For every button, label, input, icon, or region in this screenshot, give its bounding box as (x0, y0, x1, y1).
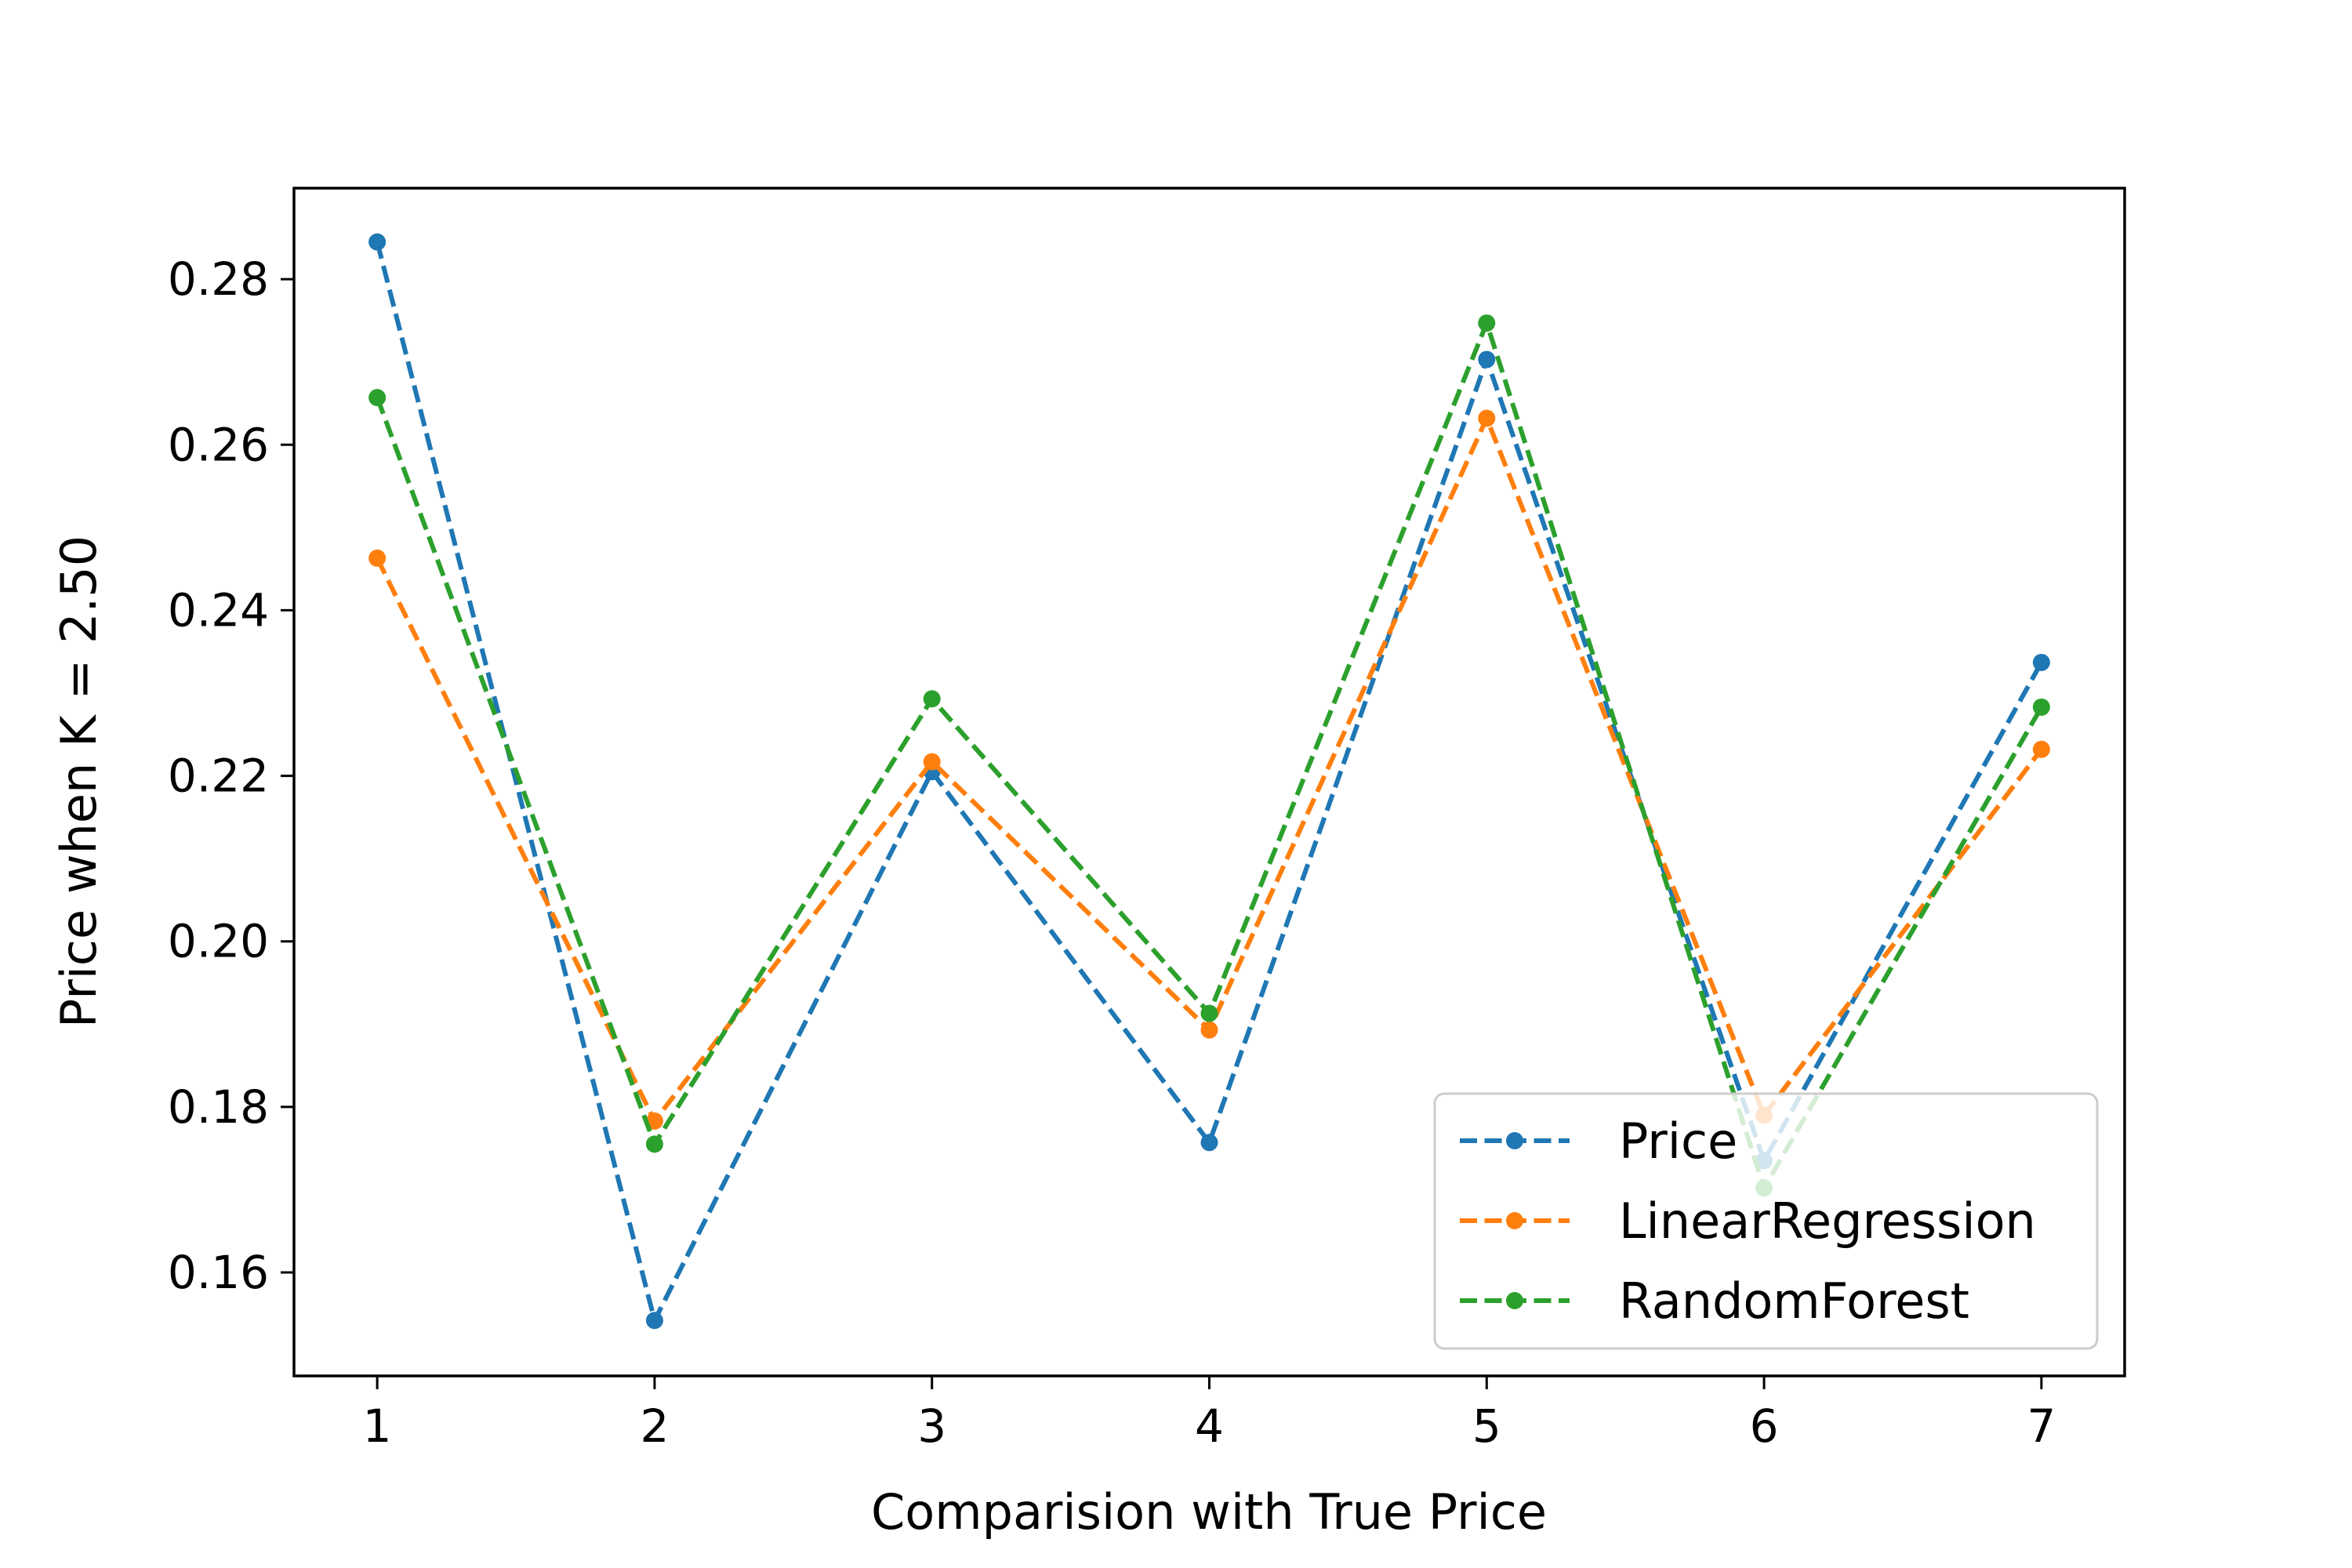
x-tick-label: 4 (1195, 1399, 1224, 1453)
y-tick-label: 0.22 (168, 750, 269, 803)
legend-box (1433, 1092, 2099, 1350)
legend-label-randomforest: RandomForest (1619, 1272, 1969, 1330)
y-tick-label: 0.24 (168, 583, 269, 637)
legend-marker-price (1506, 1132, 1523, 1149)
data-point-randomforest (2032, 698, 2050, 716)
legend-label-price: Price (1619, 1112, 1737, 1170)
legend-label-linearregression: LinearRegression (1619, 1192, 2036, 1250)
data-point-price (1200, 1134, 1218, 1152)
x-axis-label: Comparision with True Price (871, 1483, 1547, 1541)
data-point-randomforest (1200, 1004, 1218, 1022)
legend: Price LinearRegression RandomForest (1433, 1092, 2099, 1350)
x-tick-label: 5 (1472, 1399, 1501, 1453)
y-axis: 0.16 0.18 0.20 0.22 0.24 0.26 0.28 (168, 252, 294, 1299)
x-tick-label: 3 (917, 1399, 946, 1453)
data-point-price (368, 233, 387, 251)
data-point-randomforest (923, 690, 941, 708)
y-axis-label: Price when K = 2.50 (50, 535, 107, 1028)
y-tick-label: 0.16 (168, 1246, 269, 1299)
x-tick-label: 2 (640, 1399, 669, 1453)
x-axis: 1 2 3 4 5 6 7 (363, 1376, 2056, 1453)
data-point-linearregression (645, 1112, 663, 1130)
data-point-price (2032, 653, 2050, 671)
data-point-price (1478, 350, 1496, 368)
y-tick-label: 0.20 (168, 915, 269, 968)
data-point-randomforest (645, 1135, 663, 1153)
data-point-linearregression (1478, 409, 1496, 427)
x-tick-label: 1 (363, 1399, 392, 1453)
x-tick-label: 6 (1750, 1399, 1779, 1453)
legend-marker-randomforest (1506, 1292, 1523, 1309)
x-tick-label: 7 (2027, 1399, 2056, 1453)
data-point-randomforest (1478, 314, 1496, 332)
y-tick-label: 0.26 (168, 418, 269, 471)
y-tick-label: 0.18 (168, 1080, 269, 1134)
legend-marker-linearregression (1506, 1212, 1523, 1229)
y-tick-label: 0.28 (168, 252, 269, 306)
data-point-linearregression (923, 753, 941, 771)
data-point-linearregression (1200, 1021, 1218, 1039)
data-point-linearregression (368, 549, 387, 567)
data-point-linearregression (2032, 740, 2050, 758)
data-point-price (645, 1312, 663, 1330)
data-point-randomforest (368, 389, 387, 407)
